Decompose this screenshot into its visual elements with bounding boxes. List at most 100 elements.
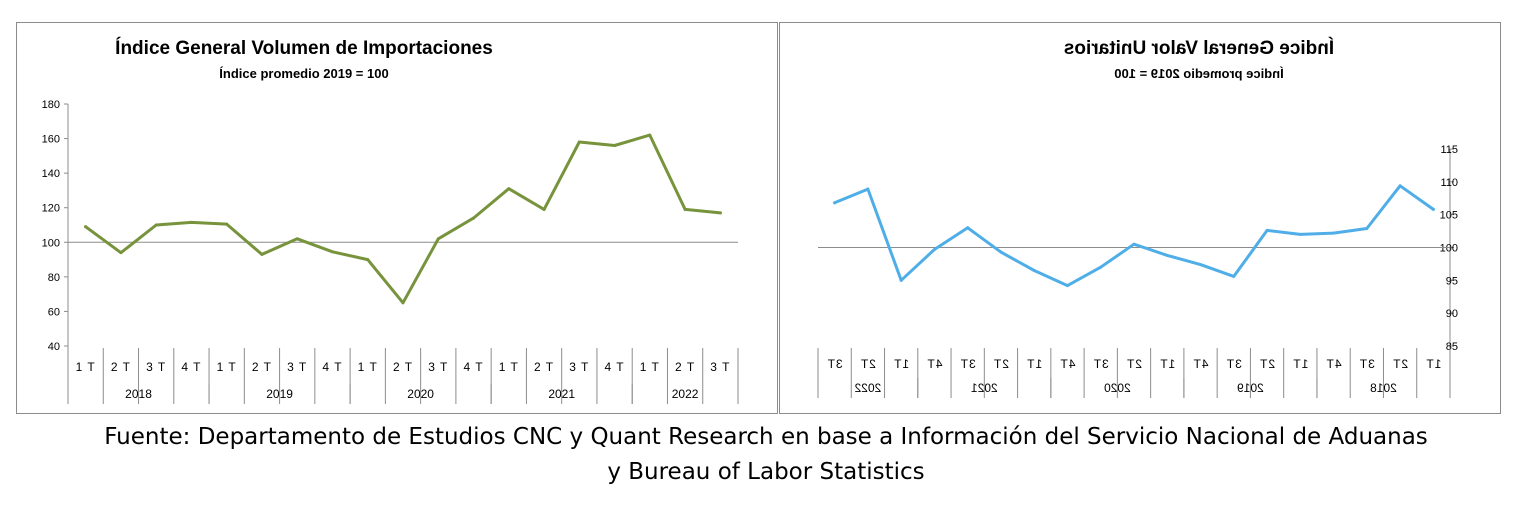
data-point [542, 207, 546, 211]
chart-panel-unit-value: Índice General Valor Unitarios Índice pr… [779, 22, 1501, 414]
quarter-label: 3T [960, 357, 976, 371]
data-point [1065, 284, 1069, 288]
data-point [1099, 265, 1103, 269]
data-point [999, 250, 1003, 254]
quarter-label: 4T [1326, 357, 1342, 371]
quarter-label: 1T [1159, 357, 1175, 371]
data-point [1298, 232, 1302, 236]
y-tick-label: 100 [42, 237, 60, 249]
data-point [648, 133, 652, 137]
quarter-label: 2 T [534, 360, 554, 374]
data-point [119, 251, 123, 255]
quarter-label: 2T [1392, 357, 1408, 371]
chart-title: Índice General Valor Unitarios [1064, 37, 1334, 59]
data-point [1431, 207, 1435, 211]
quarter-label: 4T [1193, 357, 1209, 371]
data-point [1165, 253, 1169, 257]
quarter-label: 2T [1126, 357, 1142, 371]
quarter-label: 3 T [428, 360, 448, 374]
y-tick-label: 160 [42, 134, 60, 146]
data-point [472, 216, 476, 220]
data-point [1265, 228, 1269, 232]
data-point [295, 237, 299, 241]
mirrored-chart-group: Índice General Valor Unitarios Índice pr… [817, 37, 1458, 398]
chart-title: Índice General Volumen de Importaciones [115, 37, 493, 59]
data-point [260, 252, 264, 256]
y-tick-label: 140 [42, 168, 60, 180]
quarter-label: 1 T [358, 360, 378, 374]
quarter-label: 4 T [181, 360, 201, 374]
data-point [899, 278, 903, 282]
mirrored-chart-content: Índice General Valor Unitarios Índice pr… [817, 37, 1458, 398]
data-point [1132, 242, 1136, 246]
y-tick-label: 90 [1446, 308, 1458, 320]
quarter-label: 4T [926, 357, 942, 371]
source-footnote: Fuente: Departamento de Estudios CNC y Q… [0, 420, 1532, 490]
quarter-label: 3 T [146, 360, 166, 374]
quarter-label: 3T [1226, 357, 1242, 371]
data-point [189, 220, 193, 224]
quarter-label: 4 T [605, 360, 625, 374]
quarter-label: 2 T [252, 360, 272, 374]
year-label: 2022 [854, 381, 881, 395]
chart-unit-value: Índice General Valor Unitarios Índice pr… [817, 37, 1458, 398]
quarter-label: 1T [1292, 357, 1308, 371]
quarter-label: 3 T [287, 360, 307, 374]
y-tick-label: 115 [1440, 144, 1458, 156]
year-label: 2021 [971, 381, 998, 395]
data-point [1398, 184, 1402, 188]
chart-subtitle: Índice promedio 2019 = 100 [219, 66, 388, 81]
y-tick-label: 110 [1440, 177, 1458, 189]
y-tick-label: 95 [1446, 275, 1458, 287]
quarter-label: 1 T [640, 360, 660, 374]
quarter-label: 3 T [569, 360, 589, 374]
data-point [932, 247, 936, 251]
quarter-label: 2T [860, 357, 876, 371]
y-tick-label: 80 [48, 272, 60, 284]
data-point [718, 211, 722, 215]
data-point [1365, 226, 1369, 230]
data-point [966, 226, 970, 230]
year-label: 2019 [266, 387, 293, 401]
quarter-label: 4 T [463, 360, 483, 374]
year-label: 2018 [1370, 381, 1397, 395]
y-tick-label: 120 [42, 203, 60, 215]
quarter-label: 4 T [322, 360, 342, 374]
data-point [577, 140, 581, 144]
source-line-1: Fuente: Departamento de Estudios CNC y Q… [104, 424, 1428, 450]
series-line [84, 133, 722, 305]
source-line-2: y Bureau of Labor Statistics [607, 459, 925, 485]
y-tick-label: 60 [48, 306, 60, 318]
data-point [683, 207, 687, 211]
data-point [366, 258, 370, 262]
quarter-label: 2 T [111, 360, 131, 374]
year-label: 2021 [548, 387, 575, 401]
data-point [613, 143, 617, 147]
data-point [84, 225, 88, 229]
quarter-label: 1 T [217, 360, 237, 374]
quarter-label: 1T [1026, 357, 1042, 371]
quarter-label: 2 T [675, 360, 695, 374]
data-point [436, 237, 440, 241]
quarter-label: 1T [893, 357, 909, 371]
data-point [225, 222, 229, 226]
data-point [833, 201, 837, 205]
data-point [330, 250, 334, 254]
quarter-label: 1T [1425, 357, 1441, 371]
quarter-label: 3T [827, 357, 843, 371]
year-label: 2019 [1237, 381, 1264, 395]
data-point [1199, 263, 1203, 267]
chart-import-volume: Índice General Volumen de Importaciones … [42, 37, 739, 404]
quarter-label: 1 T [499, 360, 519, 374]
data-point [401, 301, 405, 305]
quarter-label: 3T [1359, 357, 1375, 371]
data-point [154, 223, 158, 227]
quarter-label: 1 T [76, 360, 96, 374]
data-point [507, 187, 511, 191]
series-line [833, 184, 1435, 288]
y-tick-label: 180 [42, 99, 60, 111]
chart-panel-import-volume: Índice General Volumen de Importaciones … [16, 22, 778, 414]
data-point [1032, 268, 1036, 272]
data-point [1332, 231, 1336, 235]
data-point [866, 187, 870, 191]
